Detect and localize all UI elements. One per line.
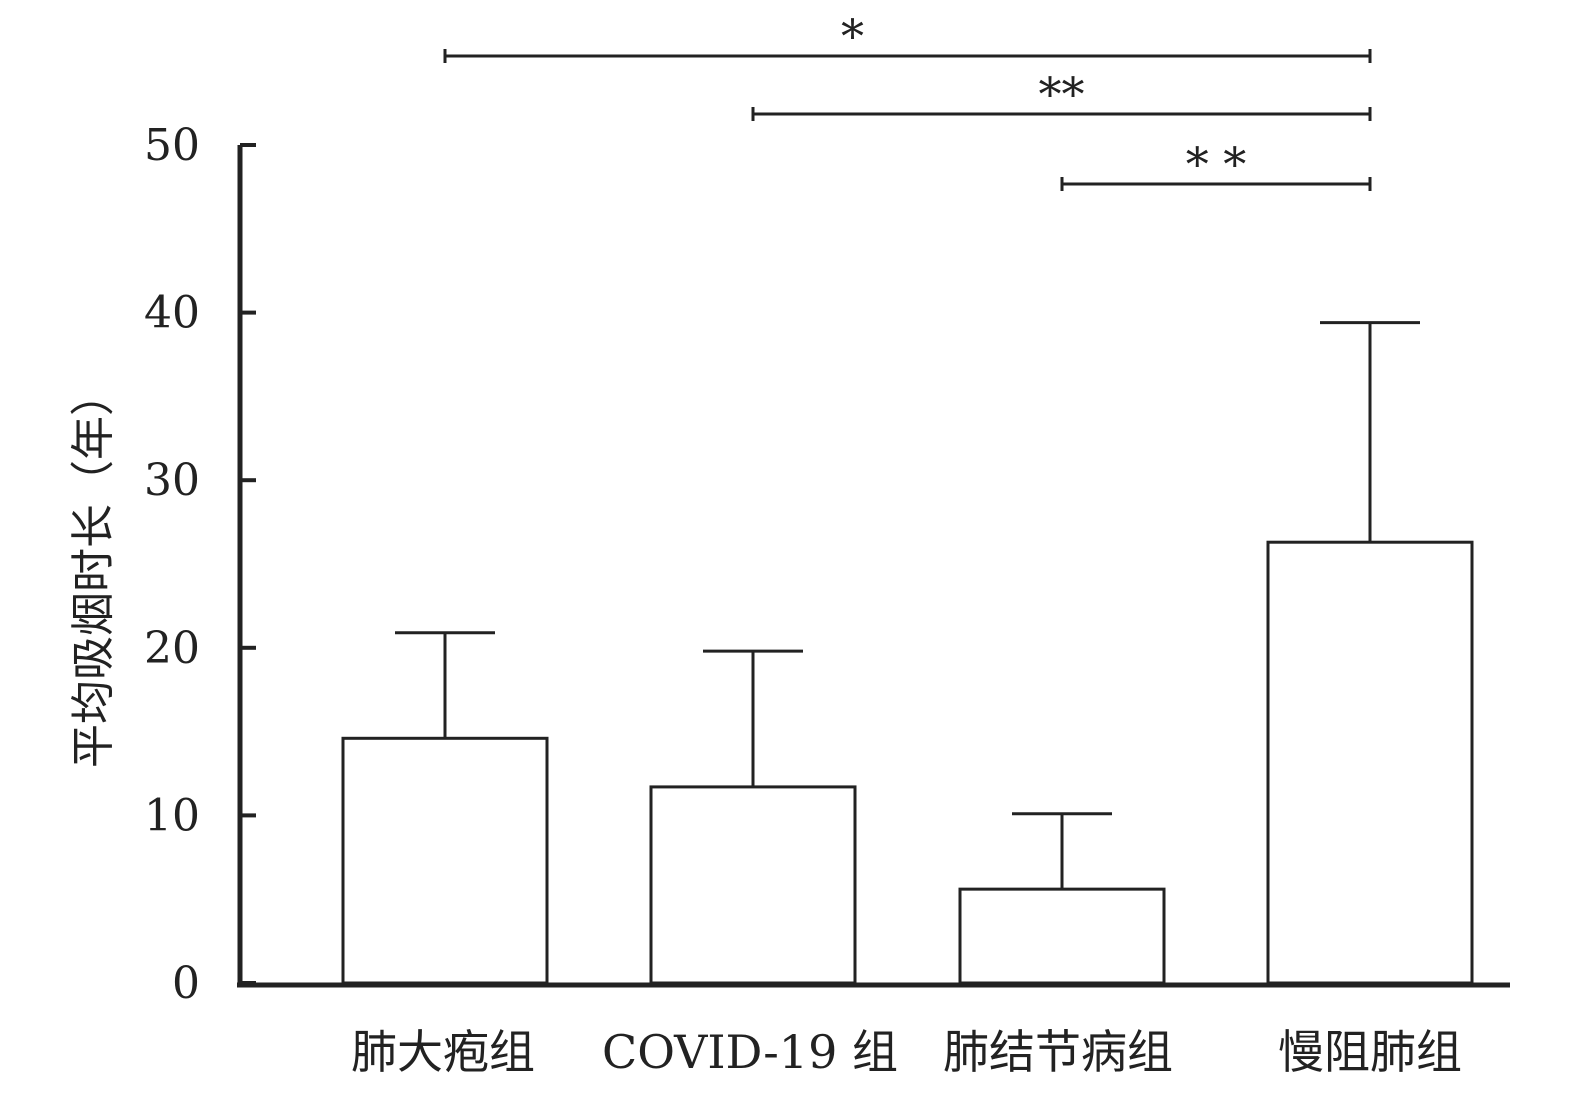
category-labels: 肺大疱组 COVID-19 组肺结节病组 慢阻肺组: [351, 1025, 1462, 1079]
y-tick-label: 40: [144, 288, 200, 339]
y-tick-label: 20: [144, 623, 200, 674]
y-tick-label: 30: [144, 455, 200, 506]
bar-3: [1266, 540, 1474, 985]
significance-label-0: *: [841, 9, 864, 63]
axes: [237, 145, 1510, 988]
category-label-2: 肺结节病组: [943, 1025, 1173, 1079]
y-tick-label: 50: [144, 120, 200, 171]
bars: [341, 321, 1474, 985]
category-label-3: 慢阻肺组: [1278, 1025, 1462, 1079]
category-label-0: 肺大疱组: [351, 1025, 535, 1079]
significance-brackets: **** *: [443, 9, 1372, 191]
y-ticks: 0 10 20 30 40 50: [144, 120, 256, 1009]
significance-label-2: * *: [1186, 137, 1247, 191]
significance-label-1: **: [1039, 67, 1085, 121]
bar-0: [341, 736, 549, 985]
bar-2: [958, 887, 1166, 985]
bar-1: [649, 785, 857, 985]
category-label-1: COVID-19 组: [602, 1025, 898, 1079]
y-tick-label: 0: [172, 958, 200, 1009]
y-tick-label: 10: [144, 790, 200, 841]
y-axis-title: 平均吸烟时长（年）: [68, 372, 119, 768]
